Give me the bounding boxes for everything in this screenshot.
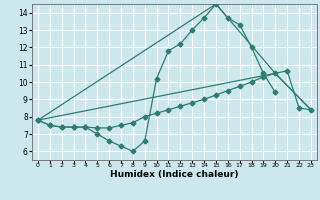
X-axis label: Humidex (Indice chaleur): Humidex (Indice chaleur): [110, 170, 239, 179]
